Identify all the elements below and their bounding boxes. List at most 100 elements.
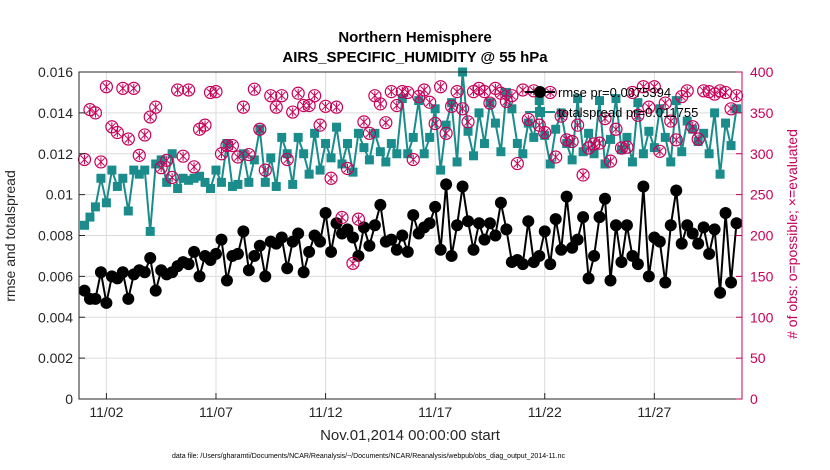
obs-evaluated-point xyxy=(480,87,489,97)
obs-evaluated-point xyxy=(140,130,149,140)
obs-evaluated-point xyxy=(644,102,653,112)
legend-entry-rmse: rmse pr=0.0075394 xyxy=(558,85,671,100)
rmse-point xyxy=(215,233,228,246)
spread-point xyxy=(386,139,396,149)
obs-possible-point xyxy=(99,80,113,94)
rmse-point xyxy=(538,225,551,238)
obs-evaluated-point xyxy=(124,134,133,144)
spread-point xyxy=(392,149,402,159)
spread-point xyxy=(633,98,643,108)
spread-point xyxy=(315,165,325,175)
spread-point xyxy=(479,139,489,149)
obs-evaluated-point xyxy=(414,91,423,102)
rmse-point xyxy=(352,249,365,262)
obs-possible-point xyxy=(346,256,360,270)
spread-point xyxy=(206,183,216,193)
spread-point xyxy=(173,183,183,193)
spread-point xyxy=(666,157,676,167)
obs-possible-point xyxy=(521,112,535,127)
spread-point xyxy=(233,179,243,189)
obs-possible-point xyxy=(428,116,442,131)
spread-point xyxy=(123,206,133,216)
obs-possible-point xyxy=(269,100,283,114)
x-tick-label: 11/07 xyxy=(199,404,233,420)
rmse-point xyxy=(423,217,436,230)
obs-evaluated-point xyxy=(655,146,664,156)
obs-possible-point xyxy=(308,89,322,103)
spread-point xyxy=(167,149,177,159)
obs-evaluated-point xyxy=(217,149,226,159)
obs-evaluated-point xyxy=(721,87,730,98)
obs-possible-point xyxy=(461,115,475,129)
series-3 xyxy=(80,82,741,268)
spread-point xyxy=(589,149,599,159)
obs-evaluated-point xyxy=(705,87,714,97)
obs-possible-point xyxy=(286,105,300,119)
rmse-point xyxy=(253,239,266,252)
obs-evaluated-point xyxy=(96,157,105,167)
obs-possible-point xyxy=(571,118,585,132)
rmse-point xyxy=(582,272,595,285)
obs-possible-point xyxy=(149,100,163,114)
y-tick-label-right: 300 xyxy=(750,146,774,162)
obs-possible-point xyxy=(598,111,612,126)
spread-point xyxy=(403,149,413,159)
obs-evaluated-point xyxy=(288,107,297,117)
spread-point xyxy=(677,147,687,157)
obs-evaluated-point xyxy=(113,127,122,138)
rmse-point xyxy=(281,262,294,275)
rmse-point xyxy=(396,229,409,242)
rmse-point xyxy=(144,251,157,264)
obs-evaluated-point xyxy=(612,124,620,134)
obs-evaluated-point xyxy=(716,86,725,96)
obs-possible-point xyxy=(362,126,377,140)
spread-point xyxy=(436,165,446,175)
obs-evaluated-point xyxy=(535,120,544,130)
rmse-point xyxy=(89,292,102,305)
obs-possible-point xyxy=(423,95,437,109)
obs-possible-point xyxy=(642,100,656,114)
rmse-point xyxy=(703,247,716,260)
rmse-point xyxy=(374,198,387,211)
obs-possible-point xyxy=(560,133,574,147)
rmse-point xyxy=(577,211,590,224)
y-tick-label-left: 0 xyxy=(65,391,73,407)
obs-possible-point xyxy=(483,96,497,110)
obs-evaluated-point xyxy=(387,87,396,97)
rmse-point xyxy=(708,223,721,236)
rmse-point xyxy=(319,207,332,220)
spread-point xyxy=(715,169,725,179)
obs-evaluated-point xyxy=(102,82,111,92)
y-tick-label-right: 150 xyxy=(750,268,774,284)
obs-evaluated-point xyxy=(359,117,368,127)
spread-point xyxy=(682,116,692,126)
spread-point xyxy=(79,220,89,230)
obs-evaluated-point xyxy=(272,102,281,112)
y-tick-label-left: 0.002 xyxy=(38,350,73,366)
obs-possible-point xyxy=(713,84,727,98)
obs-possible-point xyxy=(127,81,141,95)
obs-possible-point xyxy=(110,125,124,140)
rmse-point xyxy=(149,284,162,297)
obs-evaluated-point xyxy=(579,170,588,180)
spread-point xyxy=(441,120,451,130)
obs-possible-point xyxy=(94,155,108,169)
obs-evaluated-point xyxy=(201,120,209,130)
obs-evaluated-point xyxy=(562,135,571,145)
obs-evaluated-point xyxy=(277,91,286,101)
obs-evaluated-point xyxy=(496,88,505,98)
obs-possible-point xyxy=(538,125,552,140)
obs-evaluated-point xyxy=(453,87,462,97)
spread-point xyxy=(710,108,720,118)
rmse-point xyxy=(138,266,151,279)
y-tick-label-left: 0.006 xyxy=(38,268,73,284)
obs-possible-point xyxy=(329,100,344,114)
obs-evaluated-point xyxy=(381,118,390,128)
rmse-point xyxy=(544,258,557,271)
obs-possible-point xyxy=(406,152,420,167)
spread-point xyxy=(112,181,122,191)
spread-point xyxy=(304,169,314,179)
obs-evaluated-point xyxy=(431,118,440,129)
obs-possible-point xyxy=(631,108,645,122)
rmse-point xyxy=(549,213,562,226)
